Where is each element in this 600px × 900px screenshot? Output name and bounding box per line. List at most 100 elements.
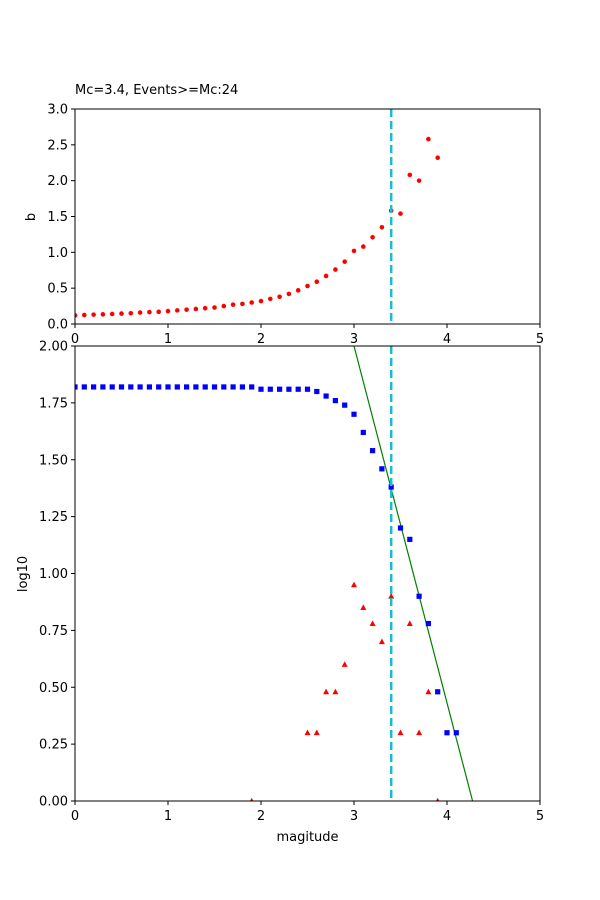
top-x-tick-label: 2 [257, 332, 265, 347]
bottom-data-point [341, 661, 348, 667]
top-x-tick-label: 4 [443, 332, 451, 347]
top-data-point [277, 294, 282, 300]
bottom-data-point [323, 393, 329, 399]
top-data-point [82, 312, 87, 318]
bottom-data-point [378, 638, 385, 645]
bottom-fit-line [353, 346, 474, 801]
top-x-tick-label: 5 [536, 332, 544, 347]
bottom-data-point [416, 729, 423, 736]
bottom-data-point [351, 581, 357, 588]
bottom-data-point [304, 386, 311, 392]
bottom-data-point [425, 688, 432, 695]
top-y-tick-label: 0.5 [47, 282, 68, 297]
bottom-data-point [388, 593, 395, 599]
bottom-data-point [453, 730, 459, 736]
top-data-point [351, 248, 357, 254]
bottom-x-tick-label: 2 [257, 809, 265, 824]
bottom-y-tick-label: 0.00 [39, 795, 68, 810]
top-data-point [184, 307, 189, 312]
top-data-point [175, 308, 180, 313]
bottom-data-point [221, 384, 227, 390]
top-data-point [212, 305, 217, 310]
bottom-data-point [128, 384, 134, 390]
top-data-point [398, 211, 403, 216]
bottom-data-point [304, 729, 311, 736]
bottom-data-point [100, 384, 106, 390]
bottom-data-point [370, 448, 376, 454]
bottom-x-tick-label: 0 [71, 809, 79, 824]
top-data-point [156, 309, 161, 315]
top-data-point [91, 312, 96, 317]
bottom-data-point [156, 384, 162, 390]
bottom-y-tick-label: 2.00 [39, 340, 68, 355]
bottom-data-point [239, 384, 245, 390]
bottom-data-point [397, 729, 404, 736]
bottom-data-point [267, 386, 273, 392]
top-data-point [342, 259, 348, 264]
top-y-axis-label: b [24, 213, 39, 221]
bottom-data-point [313, 729, 320, 736]
top-data-point [230, 302, 236, 307]
top-data-point [286, 291, 292, 297]
bottom-y-tick-label: 0.25 [39, 738, 68, 753]
bottom-x-tick-label: 3 [350, 809, 358, 824]
bottom-data-point [146, 384, 152, 390]
bottom-data-point [184, 384, 190, 390]
bottom-data-point [388, 484, 394, 490]
top-data-point [361, 244, 366, 249]
top-data-point [305, 283, 310, 289]
bottom-data-point [202, 384, 208, 390]
bottom-data-point [332, 398, 338, 404]
bottom-data-point [397, 525, 404, 531]
bottom-data-point [379, 466, 385, 472]
bottom-data-point [406, 620, 413, 626]
bottom-data-point [81, 384, 87, 390]
top-data-point [75, 313, 78, 318]
bottom-data-point [165, 384, 171, 390]
top-data-point [109, 311, 115, 317]
bottom-data-point [249, 384, 255, 390]
top-data-point [165, 308, 171, 314]
top-data-point [119, 311, 124, 316]
bottom-data-point [323, 688, 330, 695]
top-y-tick-label: 3.0 [47, 103, 68, 118]
top-data-point [249, 300, 254, 305]
top-y-tick-label: 1.5 [47, 210, 68, 225]
bottom-data-point [137, 384, 143, 390]
bottom-data-point [230, 384, 236, 390]
top-x-tick-label: 1 [164, 332, 172, 347]
top-y-tick-label: 0.0 [47, 318, 68, 333]
top-data-point [221, 303, 227, 309]
bottom-axis-ticks: 0 1 2 3 4 5 0.00 0.25 0.50 0.75 1.00 1.25 1.50 1.75 2.… [39, 340, 544, 825]
top-data-point [202, 305, 208, 311]
top-data-point [100, 312, 106, 317]
bottom-data-point [193, 384, 199, 390]
bottom-x-tick-label: 4 [443, 809, 451, 824]
b-value-panel: Mc=3.4, Events>=Mc:24 b 0 1 2 3 4 5 0.0 0.5 1.0 1… [24, 83, 544, 347]
top-y-tick-label: 2.5 [47, 138, 68, 153]
top-x-tick-label: 3 [350, 332, 358, 347]
top-data-marks [75, 109, 441, 324]
bottom-data-point [277, 386, 283, 392]
top-data-point [268, 296, 273, 302]
top-data-point [295, 288, 301, 293]
bottom-data-point [342, 402, 348, 408]
bottom-data-point [332, 688, 339, 695]
top-data-point [128, 310, 134, 316]
bottom-data-point [211, 384, 218, 390]
top-chart-title: Mc=3.4, Events>=Mc:24 [75, 83, 238, 98]
bottom-x-tick-label: 1 [164, 809, 172, 824]
top-x-tick-label: 0 [71, 332, 79, 347]
bottom-data-point [249, 797, 254, 801]
bottom-data-point [360, 429, 366, 436]
top-data-point [147, 309, 152, 315]
bottom-y-axis-label: log10 [16, 556, 31, 592]
bottom-data-point [435, 797, 440, 801]
top-data-point [240, 301, 245, 307]
top-data-point [193, 306, 199, 312]
bottom-data-point [425, 620, 431, 627]
bottom-y-tick-label: 1.00 [39, 567, 68, 582]
top-data-point [416, 178, 422, 183]
frequency-magnitude-panel: log10 magitude 0 1 2 3 4 5 0.00 0.25 0.50 0.75 1.0… [16, 340, 544, 846]
